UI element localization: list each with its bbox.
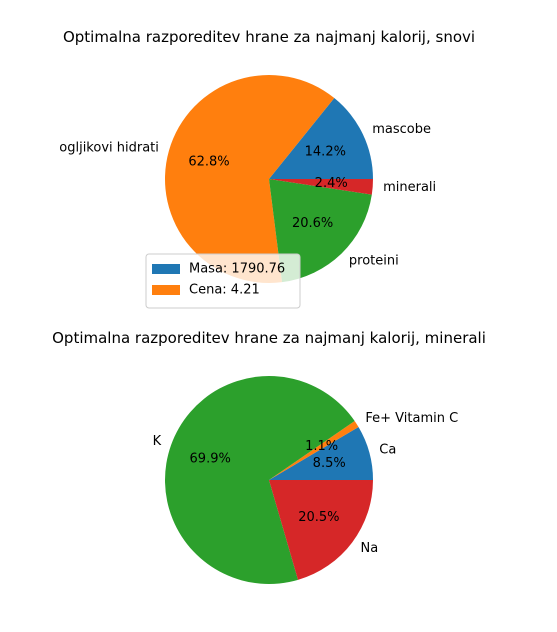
slice-label: Na bbox=[361, 541, 379, 556]
legend-swatch bbox=[152, 264, 180, 274]
slice-percent-label: 69.9% bbox=[190, 452, 231, 467]
slice-label: proteini bbox=[349, 253, 399, 268]
legend: Masa: 1790.76 Cena: 4.21 bbox=[145, 253, 301, 309]
legend-label: Cena: 4.21 bbox=[189, 283, 260, 298]
pie-slice-ca bbox=[269, 427, 374, 480]
slice-percent-label: 20.6% bbox=[292, 216, 333, 231]
pie-slice-mascobe bbox=[269, 98, 373, 179]
pie-chart-snovi: Optimalna razporeditev hrane za najmanj … bbox=[59, 28, 475, 309]
pie-slice-na bbox=[269, 480, 373, 580]
pie-slice-minerali bbox=[269, 179, 373, 195]
slice-label: Ca bbox=[379, 442, 396, 457]
slice-label: ogljikovi hidrati bbox=[59, 140, 159, 155]
slice-label: Fe+ Vitamin C bbox=[365, 411, 458, 426]
legend-swatch bbox=[152, 285, 180, 295]
pie-slice-k bbox=[165, 375, 355, 584]
legend-frame bbox=[145, 253, 301, 309]
legend-label: Masa: 1790.76 bbox=[189, 262, 285, 277]
slice-percent-label: 20.5% bbox=[298, 510, 339, 525]
pie-slice-fe-vitamin-c bbox=[269, 421, 359, 480]
chart-title: Optimalna razporeditev hrane za najmanj … bbox=[52, 329, 486, 347]
slice-label: mascobe bbox=[372, 122, 431, 137]
pie-chart-minerali: Optimalna razporeditev hrane za najmanj … bbox=[52, 329, 486, 584]
chart-title: Optimalna razporeditev hrane za najmanj … bbox=[63, 28, 475, 46]
slice-percent-label: 1.1% bbox=[305, 439, 338, 454]
slice-label: minerali bbox=[383, 180, 436, 195]
slice-percent-label: 2.4% bbox=[315, 176, 348, 191]
slice-percent-label: 62.8% bbox=[188, 155, 229, 170]
slice-label: K bbox=[153, 434, 162, 449]
pie-slice-ogljikovi-hidrati bbox=[164, 74, 335, 283]
slice-percent-label: 14.2% bbox=[305, 145, 346, 160]
slice-percent-label: 8.5% bbox=[313, 456, 346, 471]
